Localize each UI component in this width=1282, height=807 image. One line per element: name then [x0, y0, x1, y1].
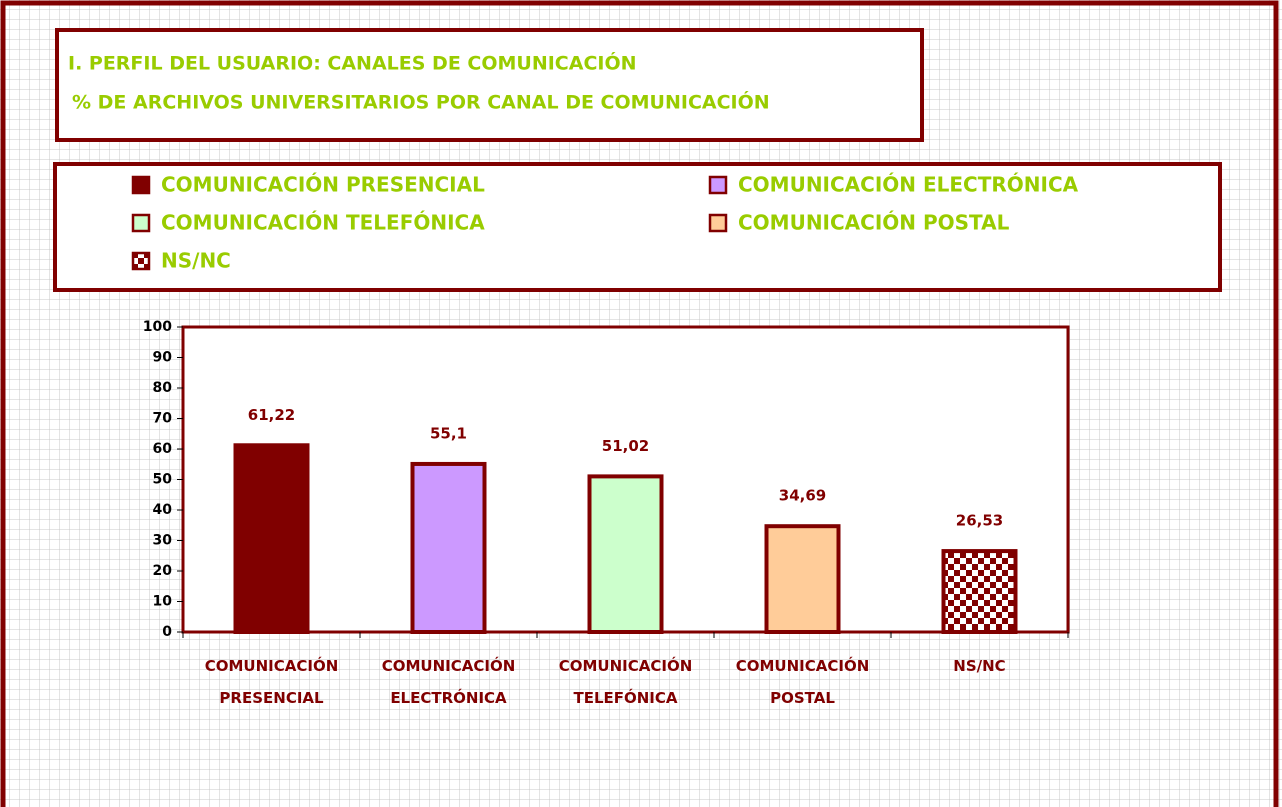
y-tick-label: 0 [162, 624, 172, 640]
y-tick-label: 80 [153, 380, 173, 396]
value-label: 34,69 [779, 487, 826, 505]
y-tick-label: 90 [153, 350, 173, 366]
bar [410, 461, 487, 634]
bar [764, 524, 841, 634]
x-tick-label: COMUNICACIÓN TELEFÓNICA [558, 657, 693, 707]
y-tick-label: 10 [153, 594, 173, 610]
legend-label: COMUNICACIÓN TELEFÓNICA [161, 211, 485, 235]
value-label: 61,22 [248, 406, 295, 424]
y-tick-label: 40 [153, 502, 173, 518]
chart-subtitle: % DE ARCHIVOS UNIVERSITARIOS POR CANAL D… [72, 90, 770, 114]
legend-label: COMUNICACIÓN ELECTRÓNICA [738, 173, 1079, 197]
chart-title: I. PERFIL DEL USUARIO: CANALES DE COMUNI… [68, 51, 637, 75]
legend-label: COMUNICACIÓN PRESENCIAL [161, 173, 485, 197]
y-tick-label: 100 [143, 319, 172, 335]
x-tick-label: COMUNICACIÓN PRESENCIAL [204, 657, 339, 707]
bar [941, 549, 1018, 634]
legend-box [53, 162, 1222, 292]
value-label: 51,02 [602, 437, 649, 455]
legend-label: NS/NC [161, 249, 231, 273]
legend-swatch [131, 251, 151, 271]
value-label: 26,53 [956, 512, 1003, 530]
legend-label: COMUNICACIÓN POSTAL [738, 211, 1010, 235]
x-tick-label: COMUNICACIÓN POSTAL [735, 657, 870, 707]
value-label: 55,1 [430, 424, 467, 442]
x-tick-label: NS/NC [953, 657, 1006, 675]
bar [587, 474, 664, 634]
legend-swatch [708, 175, 728, 195]
y-tick-label: 70 [153, 411, 173, 427]
x-tick-label: COMUNICACIÓN ELECTRÓNICA [381, 657, 516, 707]
legend-swatch [708, 213, 728, 233]
title-box [55, 28, 924, 142]
y-tick-label: 50 [153, 472, 173, 488]
legend-swatch [131, 213, 151, 233]
legend-swatch [131, 175, 151, 195]
y-tick-label: 20 [153, 563, 173, 579]
y-tick-label: 30 [153, 533, 173, 549]
y-tick-label: 60 [153, 441, 173, 457]
bar [233, 443, 310, 634]
